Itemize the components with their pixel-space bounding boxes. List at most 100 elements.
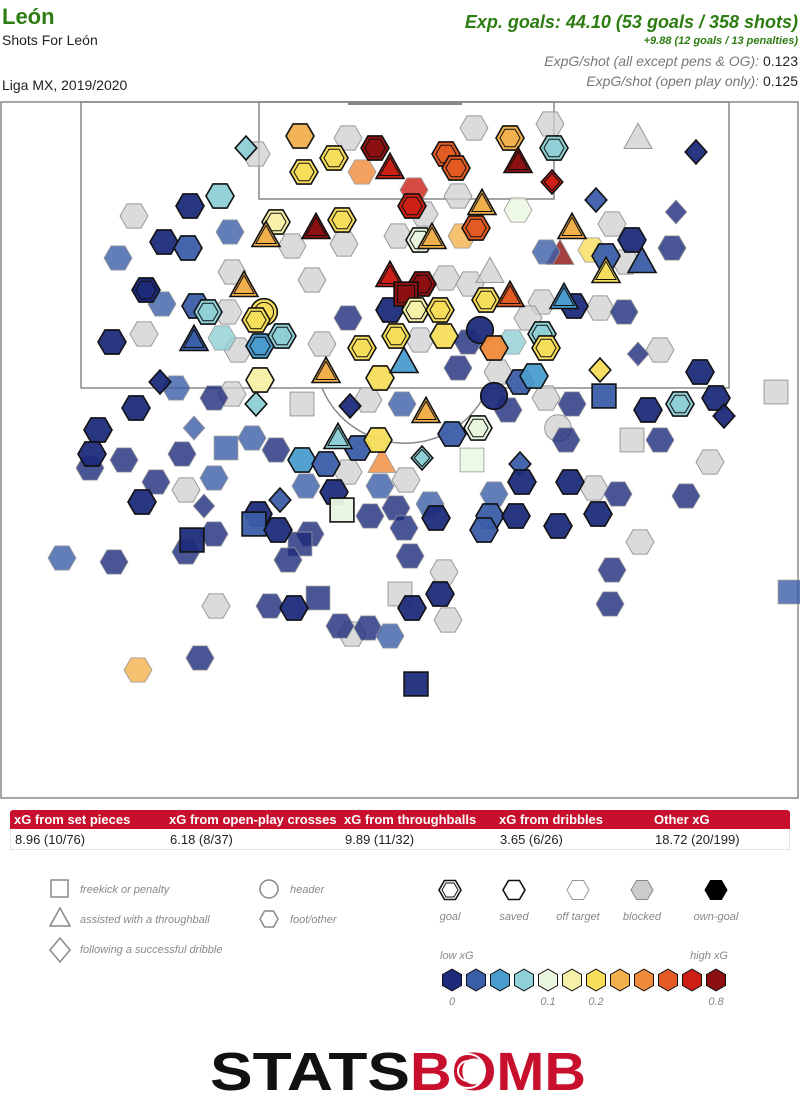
xg-color-scale: low xG high xG 0 0.1 0.2 0.8 — [440, 950, 728, 1008]
shot-marker — [557, 391, 587, 417]
shot-marker — [483, 359, 513, 385]
shot-marker — [425, 297, 455, 323]
legend-own-goal: own-goal — [694, 911, 739, 923]
shot-marker — [365, 473, 395, 499]
blocked-outcome-icon — [630, 880, 654, 900]
shot-marker — [479, 381, 509, 411]
shot-marker — [461, 215, 491, 241]
team-name: León — [2, 4, 55, 29]
shot-marker — [626, 341, 650, 367]
shot-marker — [391, 467, 421, 493]
shot-marker — [475, 256, 505, 283]
legend-shapes: freekick or penalty assisted with a thro… — [48, 879, 338, 964]
shot-marker — [443, 355, 473, 381]
shot-marker — [421, 505, 451, 531]
header-throughballs: xG from throughballs — [344, 812, 477, 827]
shot-marker — [300, 211, 332, 240]
shot-marker — [387, 391, 417, 417]
chart-subtitle: Shots For León — [2, 32, 98, 48]
shot-marker — [397, 595, 427, 621]
shot-marker — [665, 391, 695, 417]
shot-marker — [291, 473, 321, 499]
shot-marker — [175, 193, 205, 219]
shot-marker — [149, 229, 179, 255]
shot-marker — [603, 481, 633, 507]
shot-marker — [261, 437, 291, 463]
square-icon — [50, 879, 69, 898]
shot-marker — [416, 221, 448, 250]
shot-marker — [595, 591, 625, 617]
shot-marker — [83, 417, 113, 443]
shot-marker — [543, 513, 573, 539]
shot-marker — [205, 183, 235, 209]
legend-blocked: blocked — [623, 911, 662, 923]
off-target-outcome-icon — [566, 880, 590, 900]
league-label: Liga MX, 2019/2020 — [2, 77, 128, 93]
shot-marker — [333, 305, 363, 331]
legend-off-target: off target — [556, 911, 600, 923]
shot-marker — [305, 585, 331, 611]
legend: freekick or penalty assisted with a thro… — [48, 879, 739, 1008]
expg-all-label: ExpG/shot (all except pens & OG): — [544, 53, 760, 69]
shot-marker — [47, 545, 77, 571]
shot-marker — [360, 135, 390, 161]
shot-marker — [389, 515, 419, 541]
shot-marker — [127, 489, 157, 515]
shot-marker — [329, 231, 359, 257]
shot-marker — [123, 657, 153, 683]
shot-marker — [437, 421, 467, 447]
shot-marker — [397, 193, 427, 219]
scale-swatch — [561, 968, 583, 992]
shot-marker — [329, 497, 355, 523]
shot-marker — [540, 168, 564, 196]
scale-swatch — [537, 968, 559, 992]
value-other: 18.72 (20/199) — [655, 831, 740, 847]
shot-marker — [548, 281, 580, 310]
shot-marker — [625, 529, 655, 555]
goal-outcome-inner-icon — [441, 882, 459, 898]
shot-marker — [289, 159, 319, 185]
shot-marker — [403, 671, 429, 697]
shot-marker — [671, 483, 701, 509]
shot-marker — [626, 245, 658, 274]
shot-marker — [433, 607, 463, 633]
shot-marker — [410, 395, 442, 424]
triangle-icon — [48, 906, 72, 927]
shot-marker — [241, 307, 271, 333]
penalties-line: +9.88 (12 goals / 13 penalties) — [643, 35, 798, 47]
shot-marker — [401, 297, 431, 323]
shot-marker — [109, 447, 139, 473]
shot-marker — [215, 219, 245, 245]
shot-marker — [539, 135, 569, 161]
xg-total: Exp. goals: 44.10 (53 goals / 358 shots) — [464, 12, 798, 32]
shot-marker — [645, 337, 675, 363]
shot-marker — [322, 421, 354, 450]
shot-marker — [619, 427, 645, 453]
shot-marker — [623, 122, 653, 149]
scale-swatches — [441, 968, 727, 992]
scale-swatch — [513, 968, 535, 992]
shot-marker — [279, 595, 309, 621]
scale-swatch — [465, 968, 487, 992]
value-throughballs: 9.89 (11/32) — [345, 831, 415, 847]
scale-low-label: low xG — [440, 950, 474, 962]
shot-marker — [353, 615, 383, 641]
shot-marker — [263, 517, 293, 543]
shot-marker — [479, 481, 509, 507]
shot-marker — [327, 207, 357, 233]
scale-swatch — [489, 968, 511, 992]
shot-marker — [250, 219, 282, 248]
shot-marker — [471, 287, 501, 313]
shot-marker — [338, 392, 362, 420]
shot-marker — [410, 444, 434, 472]
shot-marker — [365, 365, 395, 391]
shot-marker — [583, 501, 613, 527]
shot-marker — [245, 367, 275, 393]
scale-tick-0: 0 — [449, 996, 456, 1008]
header-other: Other xG — [654, 812, 710, 827]
shot-marker — [268, 486, 292, 514]
shot-marker — [244, 390, 268, 418]
penalty-arc — [321, 387, 489, 444]
scale-swatch — [441, 968, 463, 992]
shot-marker — [374, 259, 406, 288]
